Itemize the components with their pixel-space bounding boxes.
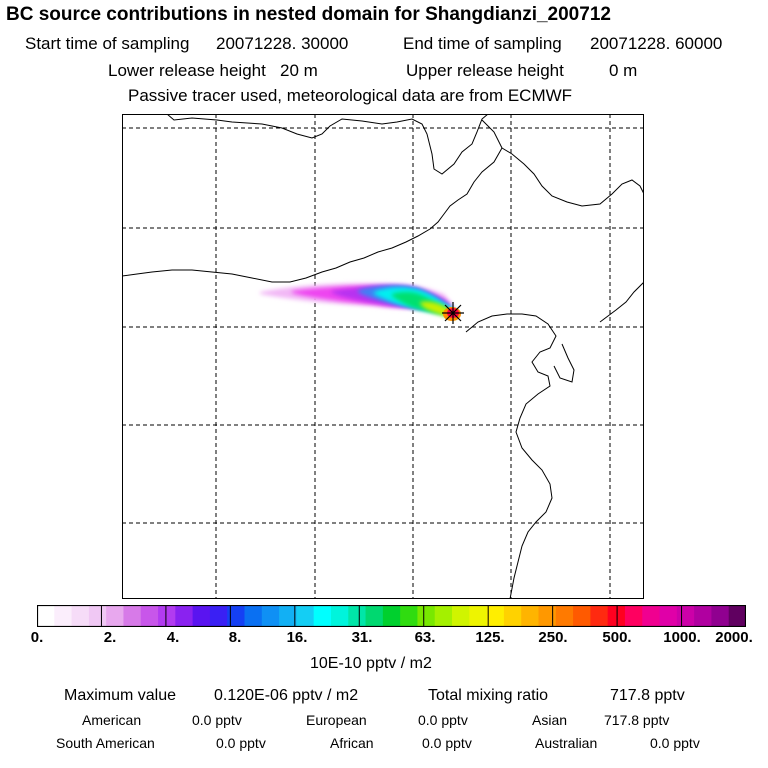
- colorbar-segment: [140, 605, 159, 627]
- colorbar-segment: [296, 605, 315, 627]
- colorbar-segment: [365, 605, 384, 627]
- colorbar-tick-2000: 2000.: [715, 629, 753, 646]
- plot-title: BC source contributions in nested domain…: [6, 4, 611, 25]
- region-asian-label: Asian: [532, 712, 568, 728]
- region-african-value: 0.0 pptv: [422, 735, 472, 751]
- colorbar-tick-0: 0.: [30, 629, 44, 646]
- colorbar-tick-2: 2.: [103, 629, 117, 646]
- colorbar-segment: [279, 605, 297, 627]
- colorbar-tick-16: 16.: [286, 629, 308, 646]
- colorbar-segment: [400, 605, 419, 627]
- colorbar-segment: [624, 605, 643, 627]
- map-svg: [122, 114, 644, 599]
- colorbar-segment: [642, 605, 661, 627]
- region-australian-value: 0.0 pptv: [650, 735, 700, 751]
- region-south-american-label: South American: [56, 735, 155, 751]
- lower-release-label: Lower release height: [108, 61, 266, 80]
- colorbar-segment: [486, 605, 505, 627]
- colorbar-segment: [503, 605, 522, 627]
- region-african-label: African: [330, 735, 374, 751]
- colorbar: [36, 604, 747, 628]
- colorbar-segment: [590, 605, 609, 627]
- colorbar-segment: [573, 605, 591, 627]
- colorbar-tick-31: 31.: [351, 629, 373, 646]
- region-australian-label: Australian: [535, 735, 598, 751]
- region-european-label: European: [306, 712, 367, 728]
- colorbar-segment: [538, 605, 557, 627]
- china-mongolia-border: [122, 119, 503, 283]
- graticule: [122, 114, 644, 599]
- colorbar-segment: [711, 605, 730, 627]
- station-marker: [442, 302, 464, 324]
- colorbar-segment: [555, 605, 574, 627]
- colorbar-tick-8: 8.: [228, 629, 242, 646]
- map-panel: [122, 114, 644, 599]
- colorbar-segment: [676, 605, 695, 627]
- map-background: [122, 114, 644, 599]
- colorbar-segment: [521, 605, 540, 627]
- upper-release-value: 0 m: [609, 61, 638, 80]
- shandong-coast: [553, 343, 575, 383]
- colorbar-tick-63: 63.: [414, 629, 436, 646]
- upper-release-label: Upper release height: [406, 61, 564, 80]
- china-coastline: [465, 313, 557, 599]
- start-time-value: 20071228. 30000: [216, 34, 349, 53]
- china-russia-border: [501, 147, 644, 207]
- colorbar-tick-4: 4.: [166, 629, 180, 646]
- mongolia-russia-border: [166, 114, 489, 175]
- colorbar-segment: [728, 605, 747, 627]
- colorbar-segment: [54, 605, 73, 627]
- region-american-value: 0.0 pptv: [192, 712, 242, 728]
- region-european-value: 0.0 pptv: [418, 712, 468, 728]
- colorbar-tick-1000: 1000.: [663, 629, 701, 646]
- colorbar-segment: [434, 605, 453, 627]
- colorbar-segment: [694, 605, 713, 627]
- region-asian-value: 717.8 pptv: [604, 712, 670, 728]
- region-american-label: American: [82, 712, 142, 728]
- colorbar-segment: [261, 605, 280, 627]
- colorbar-segment: [71, 605, 90, 627]
- end-time-label: End time of sampling: [403, 34, 562, 53]
- colorbar-segment: [244, 605, 263, 627]
- colorbar-segment: [227, 605, 246, 627]
- colorbar-segment: [88, 605, 107, 627]
- colorbar-segment: [659, 605, 678, 627]
- colorbar-unit: 10E-10 pptv / m2: [310, 655, 432, 672]
- colorbar-segment: [313, 605, 332, 627]
- max-value-label: Maximum value: [64, 687, 177, 704]
- tracer-note: Passive tracer used, meteorological data…: [128, 86, 573, 105]
- colorbar-segment: [382, 605, 401, 627]
- colorbar-segment: [175, 605, 194, 627]
- start-time-label: Start time of sampling: [25, 34, 190, 53]
- colorbar-frame: [36, 604, 747, 628]
- colorbar-segment: [469, 605, 488, 627]
- region-south-american-value: 0.0 pptv: [216, 735, 266, 751]
- colorbar-segment: [330, 605, 349, 627]
- colorbar-segment: [123, 605, 142, 627]
- total-mixing-label: Total mixing ratio: [428, 687, 549, 704]
- station-marker-d2: [444, 304, 462, 322]
- max-value: 0.120E-06 pptv / m2: [214, 687, 359, 704]
- colorbar-segment: [417, 605, 436, 627]
- colorbar-tick-500: 500.: [602, 629, 632, 646]
- end-time-value: 20071228. 60000: [590, 34, 723, 53]
- colorbar-segment: [158, 605, 176, 627]
- lower-release-value: 20 m: [280, 61, 318, 80]
- korea-coast: [599, 281, 644, 323]
- colorbar-segment: [192, 605, 211, 627]
- map-frame: [122, 114, 644, 599]
- boundaries: [122, 114, 644, 599]
- colorbar-svg: [36, 604, 747, 628]
- colorbar-segment: [452, 605, 470, 627]
- colorbar-segment: [106, 605, 125, 627]
- colorbar-tick-125: 125.: [475, 629, 505, 646]
- total-mixing-value: 717.8 pptv: [610, 687, 685, 704]
- colorbar-segment: [348, 605, 367, 627]
- colorbar-tick-250: 250.: [538, 629, 568, 646]
- colorbar-segment: [37, 605, 55, 627]
- colorbar-segment: [209, 605, 228, 627]
